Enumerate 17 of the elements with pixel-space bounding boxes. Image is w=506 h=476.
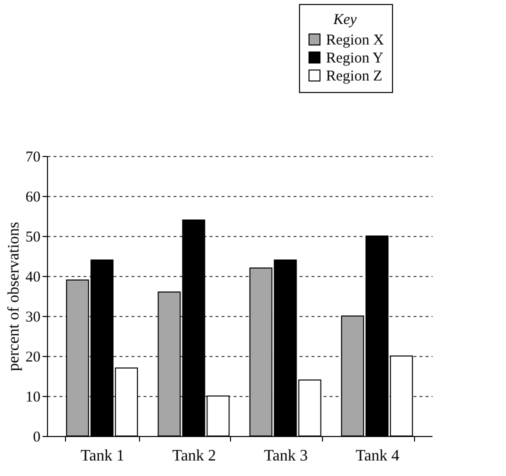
x-tick-label: Tank 2 [172,448,216,464]
y-tick-label: 70 [26,150,40,166]
y-tick-label: 20 [26,350,40,366]
x-tick-label: Tank 4 [356,448,400,464]
y-axis-title: percent of observations [6,222,22,372]
x-tick-label: Tank 3 [264,448,308,464]
legend-title: Key [332,12,357,28]
y-tick-label: 50 [26,230,40,246]
legend-label: Region X [326,32,384,48]
x-tick-label: Tank 1 [80,448,124,464]
legend-label: Region Y [326,50,384,66]
legend-label: Region Z [326,68,382,84]
y-tick-label: 10 [26,390,40,406]
y-tick-label: 0 [33,430,40,446]
y-tick-label: 30 [26,310,40,326]
y-tick-label: 60 [26,190,40,206]
y-tick-label: 40 [26,270,40,286]
